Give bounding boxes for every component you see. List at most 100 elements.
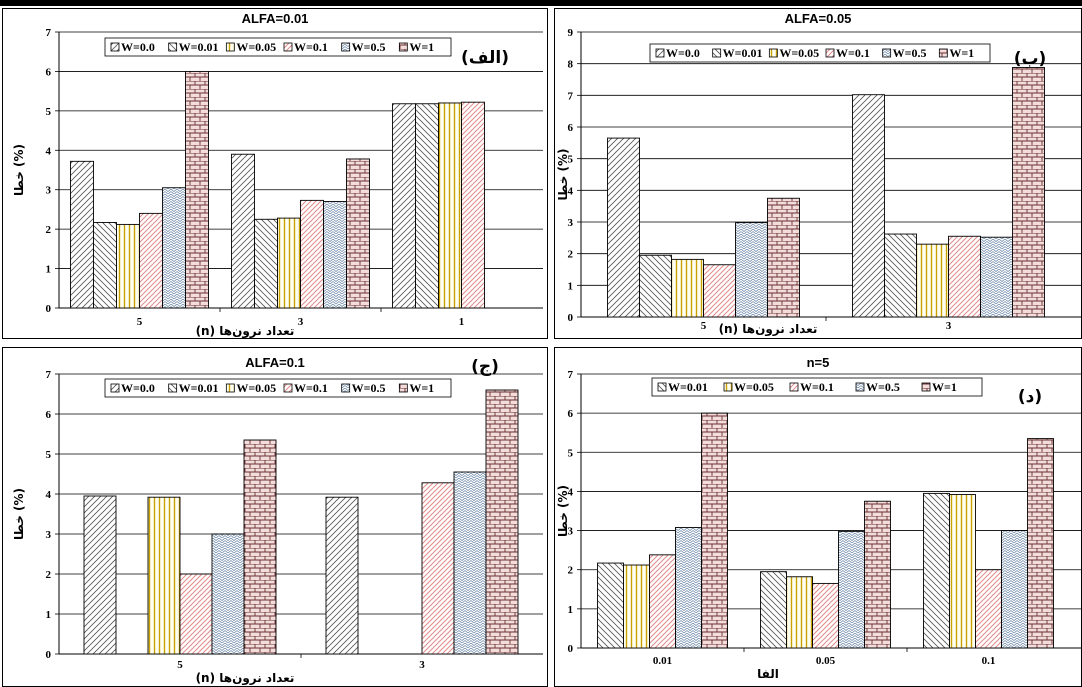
- y-tick-label: 5: [568, 154, 574, 166]
- legend-swatch: [110, 42, 120, 52]
- legend-entry: W=0.1: [800, 380, 834, 394]
- legend-entry: W=0.05: [236, 40, 276, 54]
- bar-W-0.01-3: [884, 233, 917, 318]
- bar-W-0.5-5: [162, 187, 186, 309]
- x-axis-label: تعداد نرون‌ها (n): [719, 322, 818, 337]
- bar-W-0.1-5: [179, 573, 213, 655]
- y-tick-label: 0: [568, 643, 574, 655]
- legend-swatch: [825, 48, 835, 58]
- bar-W-0.05-5: [116, 223, 140, 309]
- x-tick-label: 5: [177, 659, 183, 671]
- chart-svg: 0 1 2 3 4 5 6 7 0.01 0.05 0.1 n=5 (د) W=0.01 W=0.05 W=0…: [556, 355, 1081, 681]
- legend-entry: W=1: [409, 40, 434, 54]
- legend-swatch: [768, 48, 778, 58]
- bar-W-0.5-5: [735, 222, 768, 318]
- legend-swatch: [341, 42, 351, 52]
- y-tick-label: 2: [568, 249, 574, 261]
- chart-title: ALFA=0.1: [245, 355, 305, 370]
- y-tick-label: 7: [46, 369, 52, 381]
- legend-entry: W=0.01: [179, 40, 219, 54]
- y-tick-label: 4: [46, 489, 52, 501]
- x-tick-label: 3: [419, 659, 425, 671]
- legend-swatch: [789, 382, 799, 392]
- bar-W-0.05-5: [147, 496, 181, 655]
- x-tick-label: 0.05: [816, 655, 836, 667]
- y-axis-label: (%) خطا: [556, 148, 570, 200]
- bar-W-0.5-3: [980, 236, 1013, 318]
- legend-entry: W=0.01: [668, 380, 708, 394]
- bar-W-0.05-3: [916, 243, 949, 318]
- y-tick-label: 8: [568, 59, 574, 71]
- y-tick-label: 2: [568, 565, 574, 577]
- bar-W-0.05-1: [438, 102, 462, 309]
- bar-W-0.05-3: [277, 217, 301, 309]
- legend-entry: W=0.5: [893, 46, 927, 60]
- chart-title: ALFA=0.05: [785, 11, 852, 26]
- legend-swatch: [938, 48, 948, 58]
- x-axis-label: الفا: [757, 667, 779, 681]
- bar-W-0.1-0.1: [975, 569, 1002, 649]
- y-tick-label: 4: [568, 185, 574, 197]
- bar-W-0.01-0.05: [760, 571, 787, 649]
- legend-entry: W=0.01: [723, 46, 763, 60]
- y-tick-label: 3: [568, 526, 574, 538]
- bar-W-0.1-5: [139, 212, 163, 309]
- x-axis-label: تعداد نرون‌ها (n): [196, 324, 295, 338]
- legend-swatch: [712, 48, 722, 58]
- bar-W-0.01-3: [254, 218, 278, 309]
- y-tick-label: 0: [568, 312, 574, 324]
- bar-W-0.05-0.01: [623, 564, 650, 649]
- legend-entry: W=0.0: [121, 40, 155, 54]
- y-axis-label: (%) خطا: [12, 144, 26, 196]
- legend-entry: W=0.5: [352, 40, 386, 54]
- bar-W-0.01-0.01: [597, 562, 624, 649]
- legend-entry: W=0.05: [779, 46, 819, 60]
- legend-entry: W=0.0: [666, 46, 700, 60]
- y-tick-label: 1: [568, 604, 574, 616]
- legend-swatch: [225, 42, 235, 52]
- panel-label: (الف): [461, 48, 509, 68]
- legend-swatch: [110, 383, 120, 393]
- y-tick-label: 3: [46, 529, 52, 541]
- y-tick-label: 7: [568, 369, 574, 381]
- legend-entry: W=0.1: [294, 381, 328, 395]
- chart-title: n=5: [807, 355, 830, 370]
- y-tick-label: 4: [568, 486, 574, 498]
- top-black-bar: [0, 0, 1082, 6]
- x-tick-label: 5: [701, 320, 707, 332]
- y-tick-label: 0: [46, 303, 52, 315]
- bar-W-0.1-1: [461, 101, 485, 309]
- bar-W-0.05-0.05: [786, 576, 813, 649]
- legend-entry: W=0.5: [352, 381, 386, 395]
- bar-W-0.0-3: [231, 153, 255, 309]
- bar-W-0.01-5: [639, 254, 672, 318]
- legend-entry: W=0.1: [836, 46, 870, 60]
- y-tick-label: 1: [46, 609, 52, 621]
- legend-entry: W=1: [932, 380, 957, 394]
- legend-swatch: [168, 383, 178, 393]
- panel-label: (ب): [1014, 49, 1047, 69]
- legend-box: [104, 378, 452, 398]
- legend-swatch: [855, 382, 865, 392]
- chart-svg: 0 1 2 3 4 5 6 7 5 3 ALFA=0.1 (ج) W=0.0 W=0.01 W=0.05 W=…: [12, 355, 543, 686]
- x-tick-label: 0.1: [982, 655, 996, 667]
- y-tick-label: 5: [568, 447, 574, 459]
- legend-entry: W=0.5: [866, 380, 900, 394]
- legend-entry: W=0.1: [294, 40, 328, 54]
- y-tick-label: 5: [46, 449, 52, 461]
- chart-panel-alfa-0.1: 0 1 2 3 4 5 6 7 5 3 ALFA=0.1 (ج) W=0.0 W=0.01 W=0.05 W=…: [2, 347, 548, 687]
- bar-W-1-0.01: [701, 412, 728, 649]
- legend-swatch: [283, 383, 293, 393]
- panel-label: (د): [1018, 387, 1042, 407]
- bar-W-1-3: [1012, 67, 1045, 318]
- bar-W-1-3: [485, 389, 519, 655]
- legend-entry: W=0.05: [734, 380, 774, 394]
- bar-W-1-5: [243, 439, 277, 655]
- chart-title: ALFA=0.01: [242, 11, 309, 26]
- legend-swatch: [283, 42, 293, 52]
- y-tick-label: 3: [46, 185, 52, 197]
- legend-swatch: [398, 383, 408, 393]
- bar-W-0.5-5: [211, 533, 245, 655]
- bar-W-1-0.1: [1027, 438, 1054, 649]
- bar-W-0.0-5: [607, 137, 640, 318]
